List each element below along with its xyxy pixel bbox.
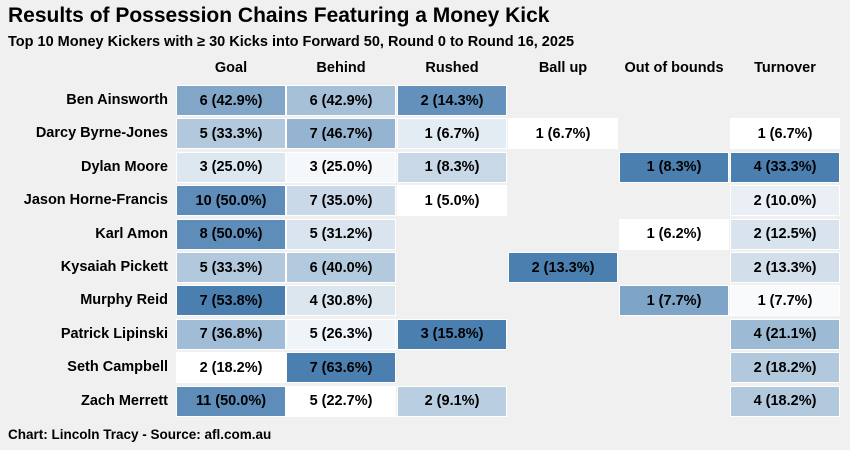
row-label-zach-merrett: Zach Merrett [80, 392, 168, 409]
column-header-behind: Behind [316, 60, 366, 76]
heatmap-cell-jason-horne-francis-behind: 7 (35.0%) [286, 185, 396, 217]
heatmap-cell-jason-horne-francis-rushed: 1 (5.0%) [397, 185, 507, 217]
column-header-out-of-bounds: Out of bounds [624, 60, 724, 76]
heatmap-cell-dylan-moore-behind: 3 (25.0%) [286, 151, 396, 183]
column-header-rushed: Rushed [425, 60, 479, 76]
row-label-karl-amon: Karl Amon [95, 225, 168, 242]
heatmap-cell-ben-ainsworth-behind: 6 (42.9%) [286, 85, 396, 116]
heatmap-cell-patrick-lipinski-rushed: 3 (15.8%) [397, 318, 507, 350]
heatmap-cell-kysaiah-pickett-goal: 5 (33.3%) [176, 252, 286, 283]
heatmap-cell-zach-merrett-turnover: 4 (18.2%) [730, 385, 840, 417]
heatmap-cell-dylan-moore-goal: 3 (25.0%) [176, 151, 286, 183]
heatmap-cell-kysaiah-pickett-ball-up: 2 (13.3%) [508, 252, 618, 283]
heatmap-cell-ben-ainsworth-goal: 6 (42.9%) [176, 85, 286, 116]
row-label-seth-campbell: Seth Campbell [67, 359, 168, 376]
heatmap-cell-darcy-byrne-jones-ball-up: 1 (6.7%) [508, 118, 618, 150]
heatmap-cell-dylan-moore-out-of-bounds: 1 (8.3%) [619, 151, 729, 183]
heatmap-cell-jason-horne-francis-goal: 10 (50.0%) [176, 185, 286, 217]
heatmap-cell-murphy-reid-goal: 7 (53.8%) [176, 285, 286, 317]
chart-title: Results of Possession Chains Featuring a… [8, 4, 550, 27]
chart-subtitle: Top 10 Money Kickers with ≥ 30 Kicks int… [8, 34, 575, 50]
heatmap-cell-karl-amon-out-of-bounds: 1 (6.2%) [619, 218, 729, 250]
row-label-jason-horne-francis: Jason Horne-Francis [23, 192, 168, 209]
column-header-goal: Goal [214, 60, 248, 76]
heatmap-cell-dylan-moore-turnover: 4 (33.3%) [730, 151, 840, 183]
column-header-turnover: Turnover [754, 60, 816, 76]
row-label-ben-ainsworth: Ben Ainsworth [66, 92, 168, 108]
heatmap-cell-karl-amon-goal: 8 (50.0%) [176, 218, 286, 250]
heatmap-cell-jason-horne-francis-turnover: 2 (10.0%) [730, 185, 840, 217]
heatmap-cell-karl-amon-behind: 5 (31.2%) [286, 218, 396, 250]
chart-caption: Chart: Lincoln Tracy - Source: afl.com.a… [8, 427, 272, 442]
heatmap-cell-kysaiah-pickett-turnover: 2 (13.3%) [730, 252, 840, 283]
heatmap-cell-zach-merrett-behind: 5 (22.7%) [286, 385, 396, 417]
heatmap-cell-seth-campbell-behind: 7 (63.6%) [286, 352, 396, 384]
heatmap-cell-darcy-byrne-jones-goal: 5 (33.3%) [176, 118, 286, 150]
heatmap-cell-darcy-byrne-jones-turnover: 1 (6.7%) [730, 118, 840, 150]
heatmap-cell-patrick-lipinski-behind: 5 (26.3%) [286, 318, 396, 350]
row-label-patrick-lipinski: Patrick Lipinski [60, 325, 168, 342]
row-label-murphy-reid: Murphy Reid [80, 292, 168, 309]
heatmap-cell-murphy-reid-out-of-bounds: 1 (7.7%) [619, 285, 729, 317]
heatmap-cell-kysaiah-pickett-behind: 6 (40.0%) [286, 252, 396, 283]
heatmap-cell-seth-campbell-turnover: 2 (18.2%) [730, 352, 840, 384]
heatmap-cell-patrick-lipinski-turnover: 4 (21.1%) [730, 318, 840, 350]
row-label-dylan-moore: Dylan Moore [80, 158, 168, 175]
heatmap-cell-seth-campbell-goal: 2 (18.2%) [176, 352, 286, 384]
heatmap-cell-darcy-byrne-jones-rushed: 1 (6.7%) [397, 118, 507, 150]
heatmap-cell-dylan-moore-rushed: 1 (8.3%) [397, 151, 507, 183]
heatmap-cell-murphy-reid-behind: 4 (30.8%) [286, 285, 396, 317]
heatmap-cell-darcy-byrne-jones-behind: 7 (46.7%) [286, 118, 396, 150]
heatmap-cell-zach-merrett-rushed: 2 (9.1%) [397, 385, 507, 417]
row-label-kysaiah-pickett: Kysaiah Pickett [60, 259, 168, 275]
row-label-darcy-byrne-jones: Darcy Byrne-Jones [35, 125, 168, 142]
heatmap-cell-karl-amon-turnover: 2 (12.5%) [730, 218, 840, 250]
column-header-ball-up: Ball up [538, 60, 588, 76]
heatmap-cell-ben-ainsworth-rushed: 2 (14.3%) [397, 85, 507, 116]
heatmap-cell-murphy-reid-turnover: 1 (7.7%) [730, 285, 840, 317]
heatmap-cell-zach-merrett-goal: 11 (50.0%) [176, 385, 286, 417]
heatmap-cell-patrick-lipinski-goal: 7 (36.8%) [176, 318, 286, 350]
